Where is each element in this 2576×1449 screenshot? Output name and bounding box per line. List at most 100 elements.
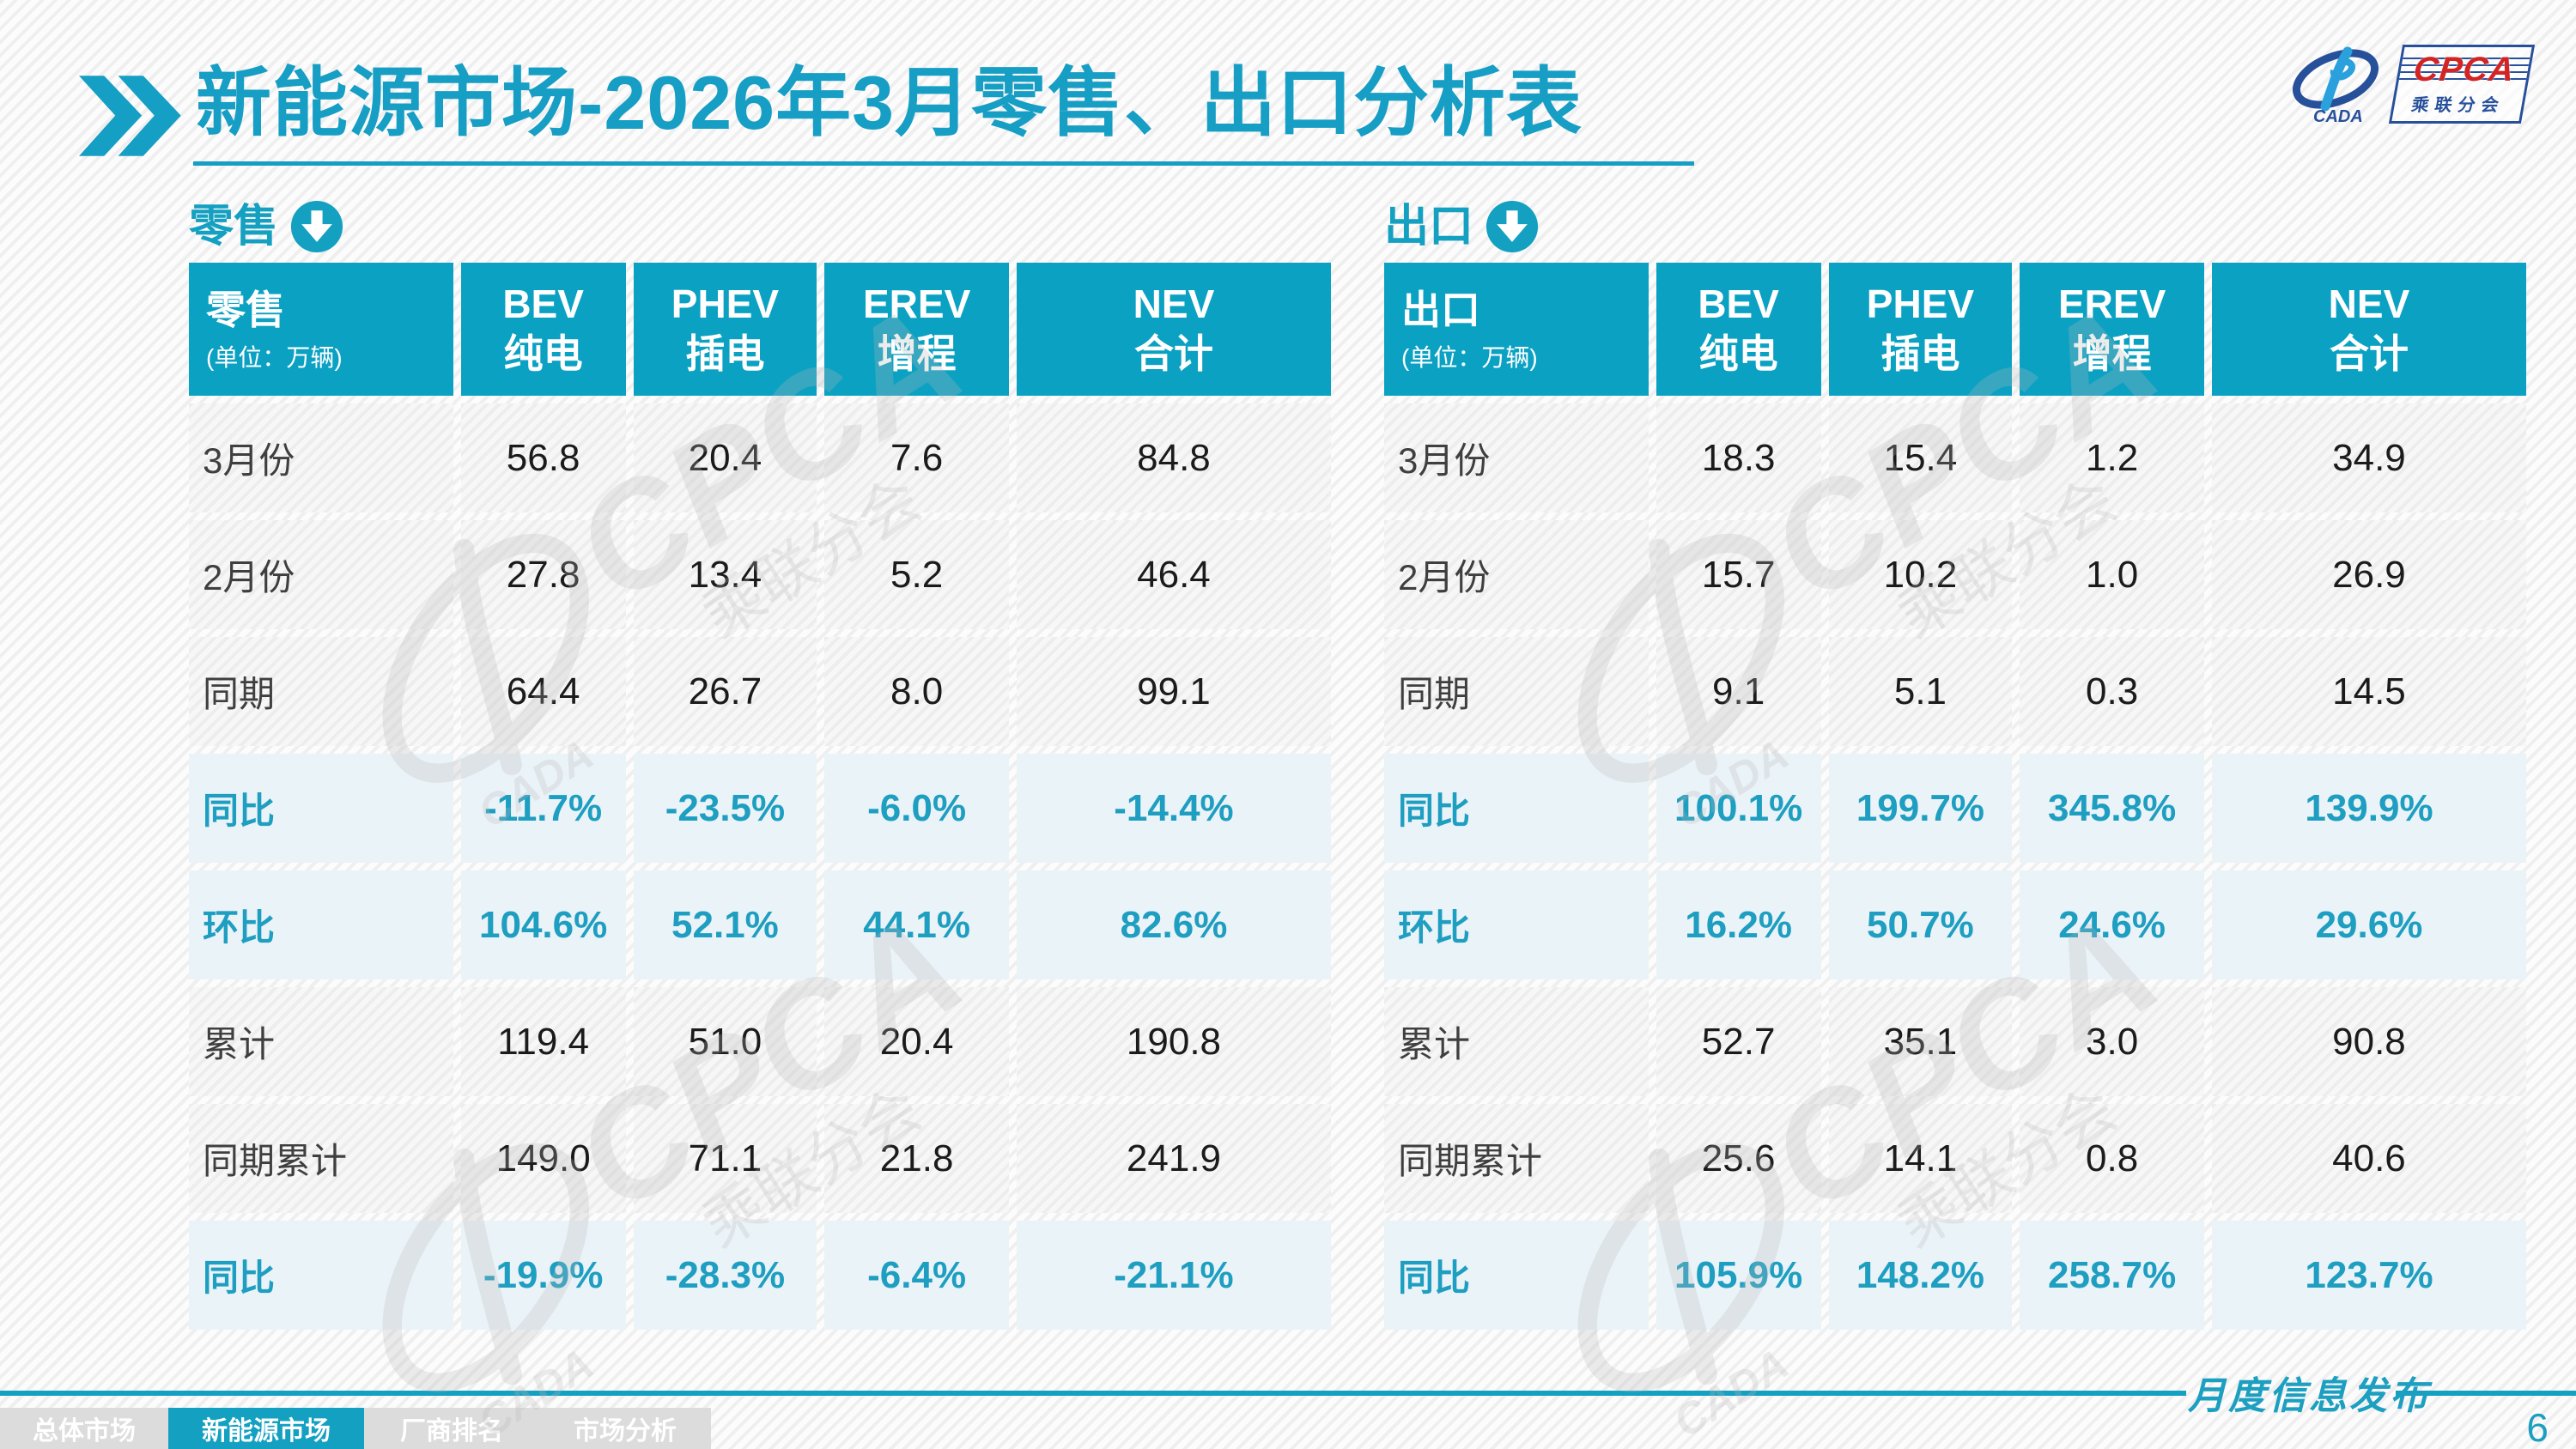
column-header-phev: PHEV 插电 (633, 263, 817, 396)
column-header-bev: BEV 纯电 (460, 263, 626, 396)
table-row-label: 同比 (1384, 1221, 1649, 1330)
page-number: 6 (2526, 1405, 2549, 1449)
table-cell: 20.4 (824, 987, 1009, 1096)
retail-section-label: 零售 (189, 199, 1331, 254)
table-cell: 90.8 (2211, 987, 2526, 1096)
table-cell: 8.0 (824, 637, 1009, 746)
table-cell: 26.9 (2211, 520, 2526, 629)
svg-text:CADA: CADA (2313, 107, 2363, 125)
table-cell: 105.9% (1656, 1221, 1821, 1330)
table-row-label: 同期 (1384, 637, 1649, 746)
table-cell: -6.0% (824, 754, 1009, 863)
table-row-label: 2月份 (1384, 520, 1649, 629)
table-cell: 5.2 (824, 520, 1009, 629)
table-cell: -11.7% (460, 754, 626, 863)
table-row-label: 2月份 (189, 520, 453, 629)
table-cell: 25.6 (1656, 1104, 1821, 1213)
down-arrow-badge-icon (1485, 200, 1539, 253)
table-cell: 3.0 (2020, 987, 2204, 1096)
column-header-erev: EREV 增程 (2020, 263, 2204, 396)
table-cell: 82.6% (1016, 870, 1331, 979)
table-cell: 56.8 (460, 403, 626, 512)
table-row-label: 环比 (1384, 870, 1649, 979)
table-row-label: 环比 (189, 870, 453, 979)
table-cell: 20.4 (633, 403, 817, 512)
table-cell: 5.1 (1828, 637, 2013, 746)
table-row-label: 同比 (189, 754, 453, 863)
page-title-suffix: -2026年3月零售、出口分析表 (578, 60, 1583, 145)
table-row-label: 同期累计 (189, 1104, 453, 1213)
footer-divider-left (0, 1391, 2186, 1396)
table-cell: 241.9 (1016, 1104, 1331, 1213)
tab-nev-market[interactable]: 新能源市场 (168, 1408, 364, 1449)
table-cell: 190.8 (1016, 987, 1331, 1096)
table-cell: 199.7% (1828, 754, 2013, 863)
table-cell: 52.7 (1656, 987, 1821, 1096)
table-cell: -23.5% (633, 754, 817, 863)
table-cell: 51.0 (633, 987, 817, 1096)
table-cell: 13.4 (633, 520, 817, 629)
table-cell: 14.1 (1828, 1104, 2013, 1213)
table-cell: 149.0 (460, 1104, 626, 1213)
tab-total-market[interactable]: 总体市场 (33, 1417, 136, 1446)
cpca-logo-box: CPCA 乘联分会 (2388, 45, 2536, 124)
table-cell: 64.4 (460, 637, 626, 746)
table-corner-header: 零售 (单位：万辆) (189, 263, 453, 396)
table-cell: -19.9% (460, 1221, 626, 1330)
corner-header-unit: (单位：万辆) (206, 343, 343, 371)
table-cell: -14.4% (1016, 754, 1331, 863)
table-row-label: 累计 (189, 987, 453, 1096)
column-header-phev: PHEV 插电 (1828, 263, 2013, 396)
tab-oem-ranking[interactable]: 厂商排名 (400, 1417, 503, 1446)
table-cell: 35.1 (1828, 987, 2013, 1096)
table-cell: 15.4 (1828, 403, 2013, 512)
cada-logo-icon: CADA (2292, 46, 2379, 125)
table-cell: 119.4 (460, 987, 626, 1096)
page-title: 新能源市场-2026年3月零售、出口分析表 (196, 60, 1583, 145)
table-cell: 40.6 (2211, 1104, 2526, 1213)
table-row-label: 同期 (189, 637, 453, 746)
table-cell: 29.6% (2211, 870, 2526, 979)
table-cell: -21.1% (1016, 1221, 1331, 1330)
table-cell: 52.1% (633, 870, 817, 979)
table-cell: 71.1 (633, 1104, 817, 1213)
cpca-logo-subtitle: 乘联分会 (2409, 96, 2506, 115)
table-cell: 0.3 (2020, 637, 2204, 746)
corner-header-title: 出口 (1401, 288, 1480, 333)
retail-table: 零售 (单位：万辆) BEV 纯电 PHEV 插电 EREV 增程 NEV 合计 3月份… (189, 263, 1331, 1330)
table-cell: 100.1% (1656, 754, 1821, 863)
publication-label: 月度信息发布 (2188, 1375, 2430, 1417)
export-table: 出口 (单位：万辆) BEV 纯电 PHEV 插电 EREV 增程 NEV 合计 3月份… (1384, 263, 2526, 1330)
tab-market-analysis[interactable]: 市场分析 (574, 1417, 677, 1446)
table-row-label: 3月份 (1384, 403, 1649, 512)
table-cell: 148.2% (1828, 1221, 2013, 1330)
table-cell: 10.2 (1828, 520, 2013, 629)
table-cell: 139.9% (2211, 754, 2526, 863)
double-chevron-icon (79, 76, 181, 156)
column-header-erev: EREV 增程 (824, 263, 1009, 396)
table-row-label: 同比 (189, 1221, 453, 1330)
table-row-label: 同期累计 (1384, 1104, 1649, 1213)
column-header-bev: BEV 纯电 (1656, 263, 1821, 396)
footer-divider-right (2396, 1391, 2576, 1396)
export-section-label: 出口 (1384, 199, 2526, 254)
table-cell: 26.7 (633, 637, 817, 746)
tables-area: 零售 零售 (单位：万辆) BEV 纯电 PHEV 插电 EREV 增程 NEV 合计 … (189, 199, 2526, 1446)
cpca-logo-text: CPCA (2411, 51, 2518, 88)
table-cell: 50.7% (1828, 870, 2013, 979)
table-cell: 34.9 (2211, 403, 2526, 512)
table-row-label: 同比 (1384, 754, 1649, 863)
page-title-prefix: 新能源市场 (196, 60, 579, 145)
corner-header-unit: (单位：万辆) (1401, 343, 1538, 371)
column-header-nev: NEV 合计 (1016, 263, 1331, 396)
export-section-title: 出口 (1384, 202, 1474, 252)
table-row-label: 累计 (1384, 987, 1649, 1096)
export-table-section: 出口 出口 (单位：万辆) BEV 纯电 PHEV 插电 EREV 增程 NEV 合计 … (1384, 199, 2526, 1446)
table-cell: 14.5 (2211, 637, 2526, 746)
column-header-nev: NEV 合计 (2211, 263, 2526, 396)
retail-table-section: 零售 零售 (单位：万辆) BEV 纯电 PHEV 插电 EREV 增程 NEV 合计 … (189, 199, 1331, 1446)
table-cell: 0.8 (2020, 1104, 2204, 1213)
table-cell: 21.8 (824, 1104, 1009, 1213)
table-cell: 84.8 (1016, 403, 1331, 512)
